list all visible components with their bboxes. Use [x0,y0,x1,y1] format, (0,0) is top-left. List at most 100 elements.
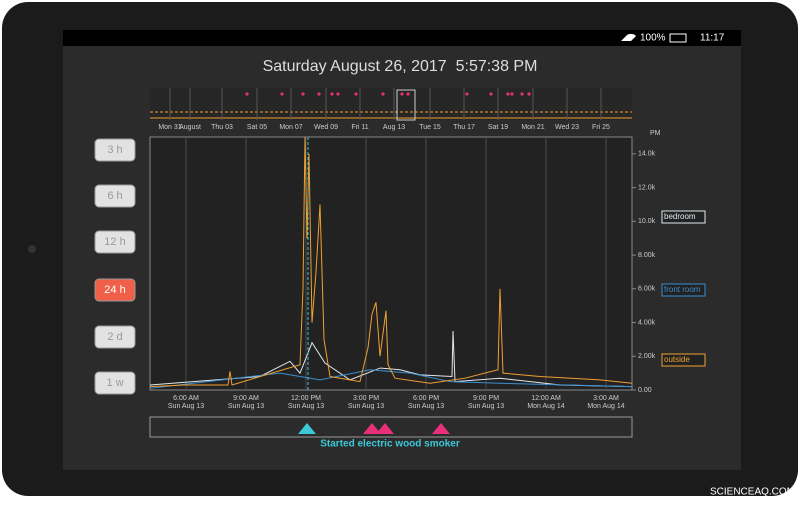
y-tick-label: 12.0k [638,184,656,191]
button-bg[interactable] [94,325,136,349]
x-tick-label: 6:00 AM [173,395,199,402]
overview-event [330,92,334,96]
overview-label: Thu 17 [453,124,475,131]
overview-event [280,92,284,96]
wifi-icon [621,33,636,41]
event-marker[interactable] [376,423,394,434]
overview-event [527,92,531,96]
range-button[interactable]: 24 h [94,278,136,302]
camera [28,245,36,253]
range-button[interactable]: 1 w [94,371,136,395]
x-tick-label: Sun Aug 13 [348,403,384,410]
y-tick-label: 0.00 [638,387,652,394]
overview-label: Mon 31 [158,124,181,131]
overview-label: Wed 09 [314,124,338,131]
x-tick-label: Sun Aug 13 [468,403,504,410]
overview-event [354,92,358,96]
overview-event [520,92,524,96]
overview-label: Fri 25 [592,124,610,131]
overview-event [400,92,404,96]
annotation: Started electric wood smoker [320,439,460,450]
range-button[interactable]: 6 h [94,184,136,208]
x-tick-label: 12:00 PM [291,395,321,402]
button-bg[interactable] [94,278,136,302]
plot-area [149,136,633,391]
x-tick-label: Sun Aug 13 [408,403,444,410]
y-axis-label: PM [650,130,661,137]
x-tick-label: 12:00 AM [531,395,561,402]
button-label[interactable]: 6 h [107,190,122,202]
x-tick-label: 9:00 AM [233,395,259,402]
overview-event [506,92,510,96]
legend-label: front room [664,285,701,294]
range-button[interactable]: 3 h [94,138,136,162]
battery-icon [669,33,687,43]
overview-event [245,92,249,96]
y-tick-label: 8.00k [638,252,656,259]
x-tick-label: Sun Aug 13 [288,403,324,410]
button-bg[interactable] [94,371,136,395]
overview-event [317,92,321,96]
overview-label: Mon 21 [521,124,544,131]
button-bg[interactable] [94,184,136,208]
overview-event [301,92,305,96]
button-bg[interactable] [94,230,136,254]
event-marker[interactable] [298,423,316,434]
legend-box [661,210,706,224]
overview-event [336,92,340,96]
series-line [149,369,633,389]
overview-event [381,92,385,96]
button-label[interactable]: 1 w [106,377,123,389]
legend-label: bedroom [664,212,696,221]
overview-label: Wed 23 [555,124,579,131]
legend-label: outside [664,355,690,364]
overview-label: Sat 19 [488,124,508,131]
overview-event [465,92,469,96]
overview-label: Tue 15 [419,124,441,131]
range-button[interactable]: 2 d [94,325,136,349]
x-tick-label: 3:00 PM [353,395,379,402]
event-strip [149,416,633,438]
overview-label: Fri 11 [351,124,368,131]
y-tick-label: 6.00k [638,286,656,293]
button-label[interactable]: 2 d [107,331,122,343]
legend-box [661,353,706,367]
x-tick-label: Sun Aug 13 [228,403,264,410]
x-tick-label: Mon Aug 14 [527,403,564,410]
overview-label: Aug 13 [383,124,405,131]
overview-event [406,92,410,96]
button-label[interactable]: 12 h [104,236,125,248]
battery-level: 100% [640,33,666,44]
overview-label: Mon 07 [279,124,302,131]
legend-box [661,283,706,297]
range-button[interactable]: 12 h [94,230,136,254]
y-tick-label: 4.00k [638,319,656,326]
x-tick-label: Sun Aug 13 [168,403,204,410]
overview-event [489,92,493,96]
y-tick-label: 14.0k [638,151,656,158]
overview-event [510,92,514,96]
overview-label: August [179,124,201,131]
status-bar [63,30,741,46]
overview-strip [150,88,632,120]
y-tick-label: 2.00k [638,353,656,360]
y-tick-label: 10.0k [638,218,656,225]
x-tick-label: Mon Aug 14 [587,403,624,410]
x-tick-label: 6:00 PM [413,395,439,402]
x-tick-label: 9:00 PM [473,395,499,402]
series-line [149,136,633,388]
event-marker[interactable] [432,423,450,434]
event-marker[interactable] [363,423,381,434]
button-label[interactable]: 24 h [104,284,125,296]
overview-window[interactable] [396,89,416,121]
overview-label: Thu 03 [211,124,233,131]
page-title: Saturday August 26, 2017 5:57:38 PM [263,58,538,75]
button-bg[interactable] [94,138,136,162]
x-tick-label: 3:00 AM [593,395,619,402]
overview-label: Sat 05 [247,124,267,131]
button-label[interactable]: 3 h [107,144,122,156]
clock: 11:17 [700,33,725,44]
watermark: SCIENCEAQ.COM [710,487,795,498]
